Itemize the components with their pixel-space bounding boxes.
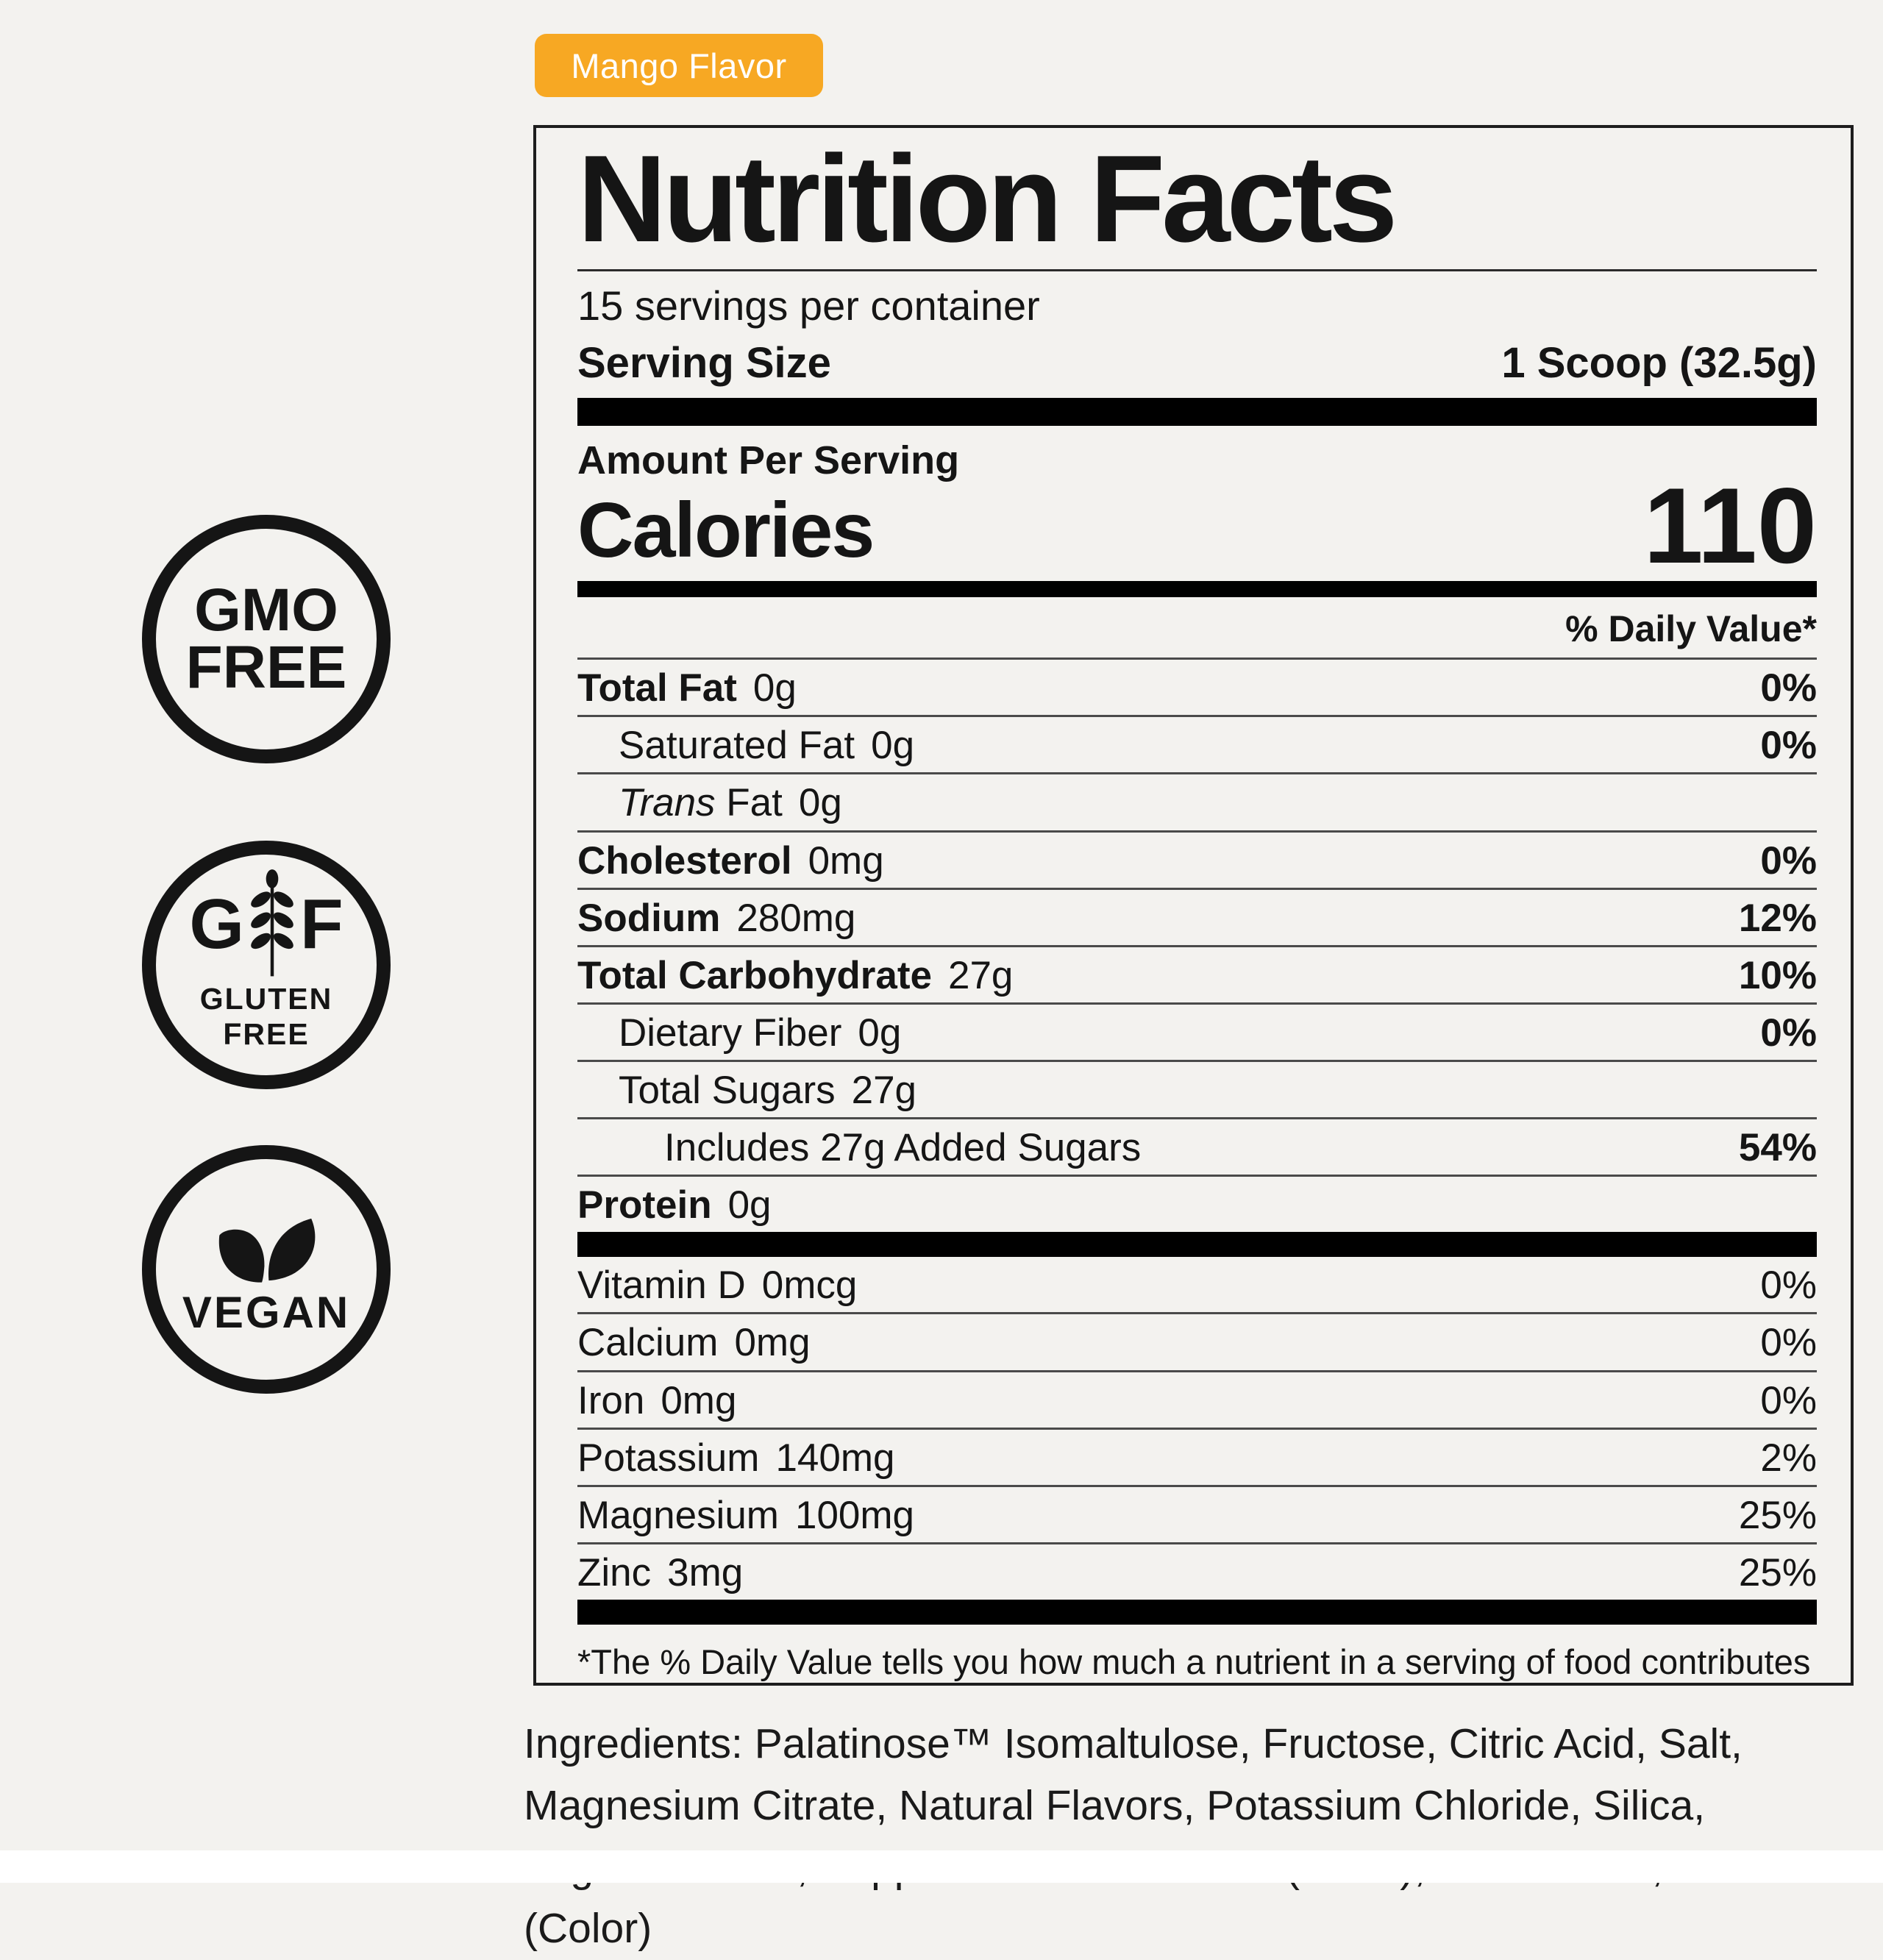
flavor-badge: Mango Flavor	[535, 34, 823, 97]
nutrient-rows: Total Fat 0g 0% Saturated Fat 0g 0% Trans …	[577, 658, 1817, 1232]
row-trans-fat: Trans Fat 0g	[577, 772, 1817, 830]
gluten-free-letter-g: G	[189, 885, 245, 964]
row-iron: Iron 0mg 0%	[577, 1372, 1817, 1430]
badge-vegan: VEGAN	[142, 1145, 391, 1394]
wheat-icon	[249, 869, 296, 980]
badge-gluten-free: G F GLUTEN FREE	[142, 841, 391, 1089]
amount-per-serving: Amount Per Serving	[577, 438, 960, 483]
gmo-line1: GMO	[194, 577, 338, 644]
dv-sodium: 12%	[1738, 896, 1817, 940]
gluten-free-line1: GLUTEN	[199, 982, 333, 1016]
row-potassium: Potassium 140mg 2%	[577, 1430, 1817, 1487]
nutrition-facts-panel: Nutrition Facts 15 servings per containe…	[533, 125, 1854, 1686]
thick-bar-bottom	[577, 1599, 1817, 1625]
bottom-white-strip	[0, 1850, 1883, 1883]
row-vitamin-d: Vitamin D 0mcg 0%	[577, 1257, 1817, 1315]
title-rule	[577, 269, 1817, 272]
serving-size-label: Serving Size	[577, 339, 831, 388]
row-cholesterol: Cholesterol 0mg 0%	[577, 830, 1817, 888]
dv-saturated-fat: 0%	[1760, 724, 1817, 768]
dv-calcium: 0%	[1760, 1321, 1817, 1365]
calories-row: Calories 110	[577, 466, 1817, 586]
dv-total-fat: 0%	[1760, 666, 1817, 710]
panel-title: Nutrition Facts	[577, 129, 1398, 268]
row-total-sugars: Total Sugars 27g	[577, 1059, 1817, 1117]
row-sodium: Sodium 280mg 12%	[577, 887, 1817, 945]
flavor-badge-label: Mango Flavor	[571, 46, 787, 85]
dv-zinc: 25%	[1738, 1550, 1817, 1594]
micronutrient-rows: Vitamin D 0mcg 0% Calcium 0mg 0% Iron 0mg 0…	[577, 1257, 1817, 1600]
row-zinc: Zinc 3mg 25%	[577, 1550, 1817, 1594]
thick-bar-top	[577, 398, 1817, 427]
daily-value-footnote: *The % Daily Value tells you how much a …	[577, 1642, 1811, 1681]
gluten-free-letter-f: F	[300, 885, 344, 964]
nutrition-label-page: { "flavor_badge": { "label": "Mango Flav…	[0, 34, 1883, 1953]
row-total-carbohydrate: Total Carbohydrate 27g 10%	[577, 944, 1817, 1002]
ingredients-text: Ingredients: Palatinose™ Isomaltulose, F…	[524, 1720, 1761, 1953]
badge-gmo-free: GMO FREE	[142, 515, 391, 763]
row-total-fat: Total Fat 0g 0%	[577, 658, 1817, 715]
servings-per-container: 15 servings per container	[577, 282, 1040, 329]
dv-magnesium: 25%	[1738, 1493, 1817, 1537]
row-added-sugars: Includes 27g Added Sugars 54%	[577, 1117, 1817, 1175]
dv-added-sugars: 54%	[1738, 1126, 1817, 1170]
row-protein: Protein 0g	[577, 1175, 1817, 1232]
dv-dietary-fiber: 0%	[1760, 1011, 1817, 1055]
row-saturated-fat: Saturated Fat 0g 0%	[577, 715, 1817, 772]
calories-label: Calories	[577, 487, 875, 574]
row-magnesium: Magnesium 100mg 25%	[577, 1487, 1817, 1544]
gluten-free-line2: FREE	[223, 1017, 310, 1051]
vegan-label: VEGAN	[182, 1288, 351, 1337]
dv-iron: 0%	[1760, 1378, 1817, 1422]
dv-total-carbohydrate: 10%	[1738, 953, 1817, 997]
calories-value: 110	[1643, 466, 1817, 586]
thick-bar-mid	[577, 1232, 1817, 1258]
row-dietary-fiber: Dietary Fiber 0g 0%	[577, 1002, 1817, 1060]
dv-cholesterol: 0%	[1760, 838, 1817, 883]
serving-size-row: Serving Size 1 Scoop (32.5g)	[577, 338, 1817, 398]
row-calcium: Calcium 0mg 0%	[577, 1314, 1817, 1372]
daily-value-header: % Daily Value*	[1565, 608, 1817, 650]
serving-size-value: 1 Scoop (32.5g)	[1501, 339, 1817, 388]
dv-vitamin-d: 0%	[1760, 1264, 1817, 1308]
gluten-free-monogram: G F	[189, 869, 344, 980]
gmo-line2: FREE	[185, 634, 347, 701]
calories-bar	[577, 581, 1817, 598]
dv-potassium: 2%	[1760, 1436, 1817, 1480]
leaf-icon	[204, 1201, 329, 1286]
